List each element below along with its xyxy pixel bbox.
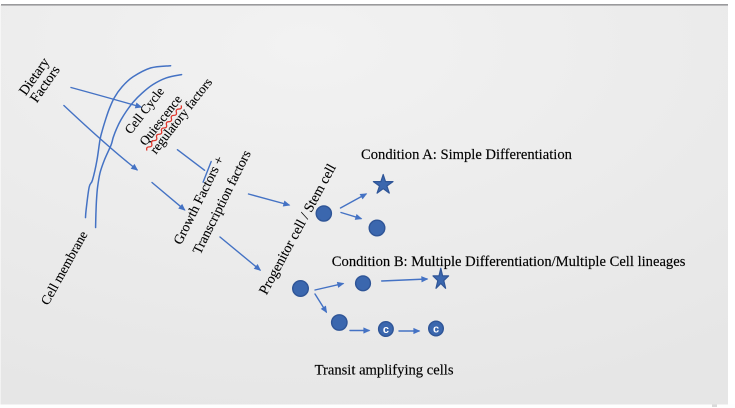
svg-text:Transit amplifying cells: Transit amplifying cells (315, 362, 454, 378)
svg-text:c: c (383, 324, 389, 336)
svg-text:Condition B: Multiple Differen: Condition B: Multiple Differentiation/Mu… (332, 254, 686, 270)
svg-text:Condition A: Simple Differenti: Condition A: Simple Differentiation (361, 147, 573, 163)
svg-text:c: c (433, 324, 439, 336)
